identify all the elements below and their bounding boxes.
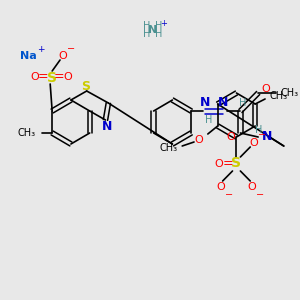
Text: H: H [256, 125, 263, 135]
Text: N: N [102, 119, 112, 133]
Text: +: + [160, 19, 167, 28]
Text: O: O [64, 72, 72, 82]
Text: CH₃: CH₃ [17, 128, 36, 138]
Text: O: O [262, 84, 270, 94]
Text: O: O [58, 51, 68, 61]
Text: N: N [200, 97, 210, 110]
Text: −: − [258, 130, 266, 140]
Text: O: O [195, 135, 203, 145]
Text: CH₃: CH₃ [270, 91, 288, 101]
Text: H: H [205, 115, 213, 125]
Text: O: O [214, 159, 223, 169]
Text: H: H [155, 29, 162, 39]
Text: S: S [47, 71, 57, 85]
Text: H: H [143, 21, 151, 31]
Text: S: S [231, 156, 242, 170]
Text: −: − [256, 190, 264, 200]
Text: O: O [216, 182, 225, 192]
Text: N: N [262, 130, 272, 143]
Text: −: − [224, 190, 232, 200]
Text: O: O [226, 132, 235, 142]
Text: +: + [38, 44, 45, 53]
Text: =: = [54, 70, 64, 83]
Text: N: N [148, 25, 157, 35]
Text: N: N [218, 97, 228, 110]
Text: S: S [81, 80, 90, 92]
Text: =: = [222, 158, 233, 170]
Text: Na: Na [20, 51, 37, 61]
Text: H: H [155, 21, 162, 31]
Text: −: − [67, 44, 75, 54]
Text: CH₃: CH₃ [159, 143, 178, 153]
Text: H: H [143, 29, 151, 39]
Text: H: H [239, 98, 246, 108]
Text: =: = [38, 70, 49, 83]
Text: O: O [250, 138, 259, 148]
Text: CH₃: CH₃ [280, 88, 299, 98]
Text: O: O [248, 182, 256, 192]
Text: O: O [30, 72, 39, 82]
